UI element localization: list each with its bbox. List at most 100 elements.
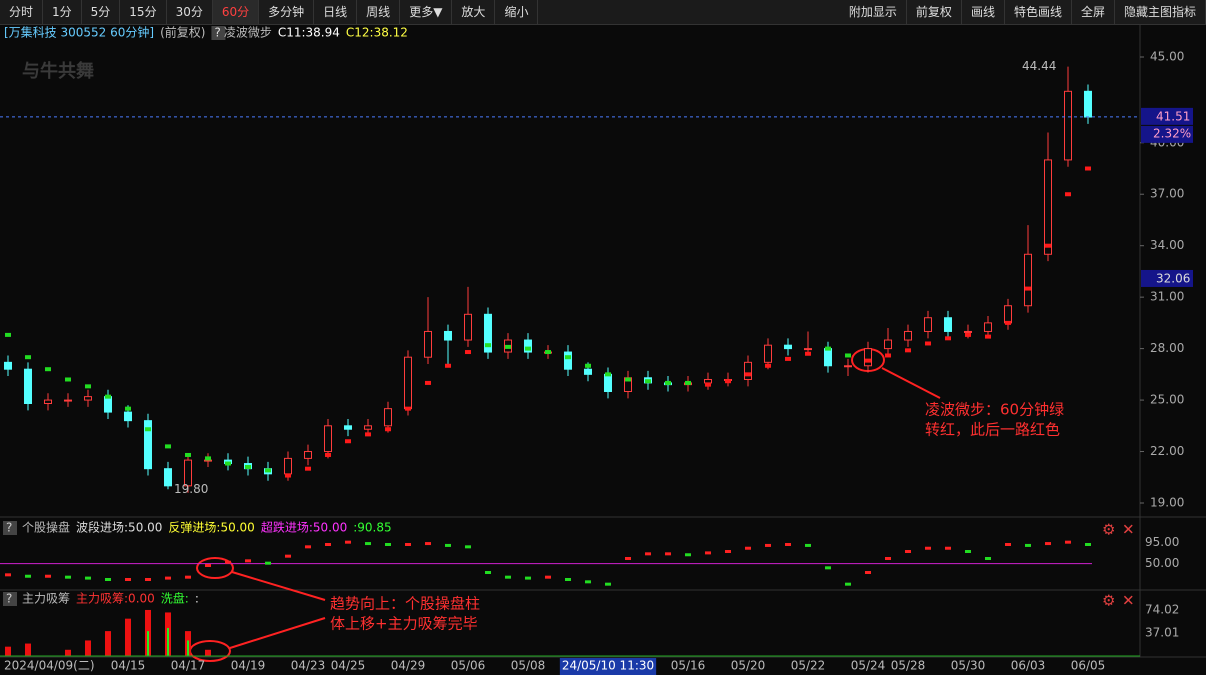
- trend-dot: [545, 350, 551, 355]
- x-tick-label: 04/29: [391, 659, 426, 673]
- indicator-dot: [1065, 540, 1071, 544]
- indicator-dot: [245, 559, 251, 563]
- y-tick-label: 37.01: [1145, 625, 1179, 639]
- toolbar-button[interactable]: 缩小: [495, 0, 539, 24]
- toolbar-button[interactable]: 5分: [82, 0, 121, 24]
- x-tick-label: 04/15: [111, 659, 146, 673]
- indicator-dot: [165, 576, 171, 580]
- help-box: [3, 521, 17, 535]
- indicator-dot: [905, 550, 911, 553]
- candle-body: [44, 399, 52, 405]
- toolbar-button[interactable]: 更多▼: [400, 0, 453, 24]
- indicator-dot: [785, 543, 791, 546]
- indicator-dot: [425, 542, 431, 546]
- candle-body: [484, 313, 492, 353]
- candle-body: [884, 339, 892, 350]
- indicator-dot: [85, 576, 91, 580]
- toolbar-button[interactable]: 前复权: [907, 0, 962, 24]
- y-tick-label: 22.00: [1150, 444, 1184, 458]
- indicator-dot: [525, 576, 531, 580]
- toolbar-button[interactable]: 1分: [43, 0, 82, 24]
- candle-body: [84, 396, 92, 401]
- toolbar-button[interactable]: 15分: [120, 0, 167, 24]
- high-label: 44.44: [1022, 59, 1056, 73]
- candle-body: [584, 368, 592, 375]
- trend-dot: [885, 353, 891, 358]
- trend-dot: [1005, 320, 1011, 325]
- indicator-dot: [445, 543, 451, 547]
- trend-dot: [725, 379, 731, 384]
- legend-entry: :90.85: [353, 521, 391, 535]
- candle-body: [404, 356, 412, 410]
- candle-body: [304, 451, 312, 459]
- toolbar-button[interactable]: 30分: [167, 0, 213, 24]
- close-icon[interactable]: ✕: [1122, 521, 1135, 539]
- trend-dot: [865, 358, 871, 363]
- indicator-dot: [725, 550, 731, 553]
- indicator-bar: [5, 646, 11, 656]
- indicator-dot: [985, 557, 991, 560]
- x-tick-label: 05/24: [851, 659, 886, 673]
- low-label: 19.80: [174, 482, 208, 496]
- trend-dot: [745, 372, 751, 377]
- indicator-dot: [185, 575, 191, 579]
- candle-body: [804, 348, 812, 351]
- trend-dot: [825, 346, 831, 351]
- x-tick-label: 05/08: [511, 659, 546, 673]
- toolbar-button[interactable]: 全屏: [1072, 0, 1115, 24]
- indicator-dot: [5, 573, 11, 577]
- close-icon[interactable]: ✕: [1122, 592, 1135, 610]
- indicator-dot: [1005, 543, 1011, 546]
- indicator-dot: [285, 554, 291, 558]
- toolbar-button[interactable]: 画线: [962, 0, 1005, 24]
- toolbar-button[interactable]: 附加显示: [840, 0, 907, 24]
- watermark: 与牛共舞: [22, 60, 94, 82]
- indicator-dot: [365, 542, 371, 546]
- trend-dot: [565, 355, 571, 360]
- toolbar-button[interactable]: 日线: [314, 0, 358, 24]
- indicator-dot: [305, 545, 311, 549]
- indicator-dot: [925, 546, 931, 550]
- gear-icon[interactable]: ⚙: [1102, 521, 1115, 539]
- trend-dot: [165, 444, 171, 449]
- trend-dot: [185, 452, 191, 457]
- trend-dot: [645, 379, 651, 384]
- x-tick-label: 24/05/10 11:30: [562, 659, 654, 673]
- info-adjust: (前复权): [160, 25, 205, 40]
- toolbar-button[interactable]: 放大: [452, 0, 496, 24]
- help-box: [211, 26, 226, 40]
- indicator-dot: [645, 552, 651, 556]
- x-tick-label: 04/23: [291, 659, 326, 673]
- legend-entry: 主力吸筹:0.00: [76, 592, 155, 606]
- toolbar-button[interactable]: 特色画线: [1005, 0, 1072, 24]
- toolbar-button[interactable]: 多分钟: [259, 0, 315, 24]
- trend-dot: [665, 380, 671, 385]
- toolbar-button[interactable]: 分时: [0, 0, 44, 24]
- toolbar-button[interactable]: 60分: [212, 0, 260, 24]
- candle-body: [324, 425, 332, 453]
- y-tick-label: 95.00: [1145, 535, 1179, 549]
- x-tick-label: 05/16: [671, 659, 706, 673]
- x-tick-label: 04/19: [231, 659, 266, 673]
- annotation: 趋势向上：个股操盘柱: [330, 595, 480, 613]
- trend-dot: [985, 334, 991, 339]
- toolbar-button[interactable]: 周线: [357, 0, 401, 24]
- gear-icon[interactable]: ⚙: [1102, 592, 1115, 610]
- trend-dot: [205, 456, 211, 461]
- trend-dot: [245, 464, 251, 469]
- y-tick-label: 25.00: [1150, 393, 1184, 407]
- indicator-bar: [25, 643, 31, 656]
- trend-dot: [1025, 286, 1031, 291]
- toolbar-button[interactable]: 隐藏主图指标: [1115, 0, 1206, 24]
- trend-dot: [345, 439, 351, 444]
- indicator-dot: [505, 575, 511, 579]
- trend-dot: [805, 351, 811, 356]
- price-box: [1141, 107, 1193, 125]
- change-box: [1141, 125, 1193, 143]
- annotation: 体上移+主力吸筹完毕: [330, 615, 478, 633]
- indicator-dot: [125, 578, 131, 581]
- candle-body: [1024, 253, 1032, 307]
- indicator-dot: [145, 578, 151, 581]
- price-box: [1141, 269, 1193, 287]
